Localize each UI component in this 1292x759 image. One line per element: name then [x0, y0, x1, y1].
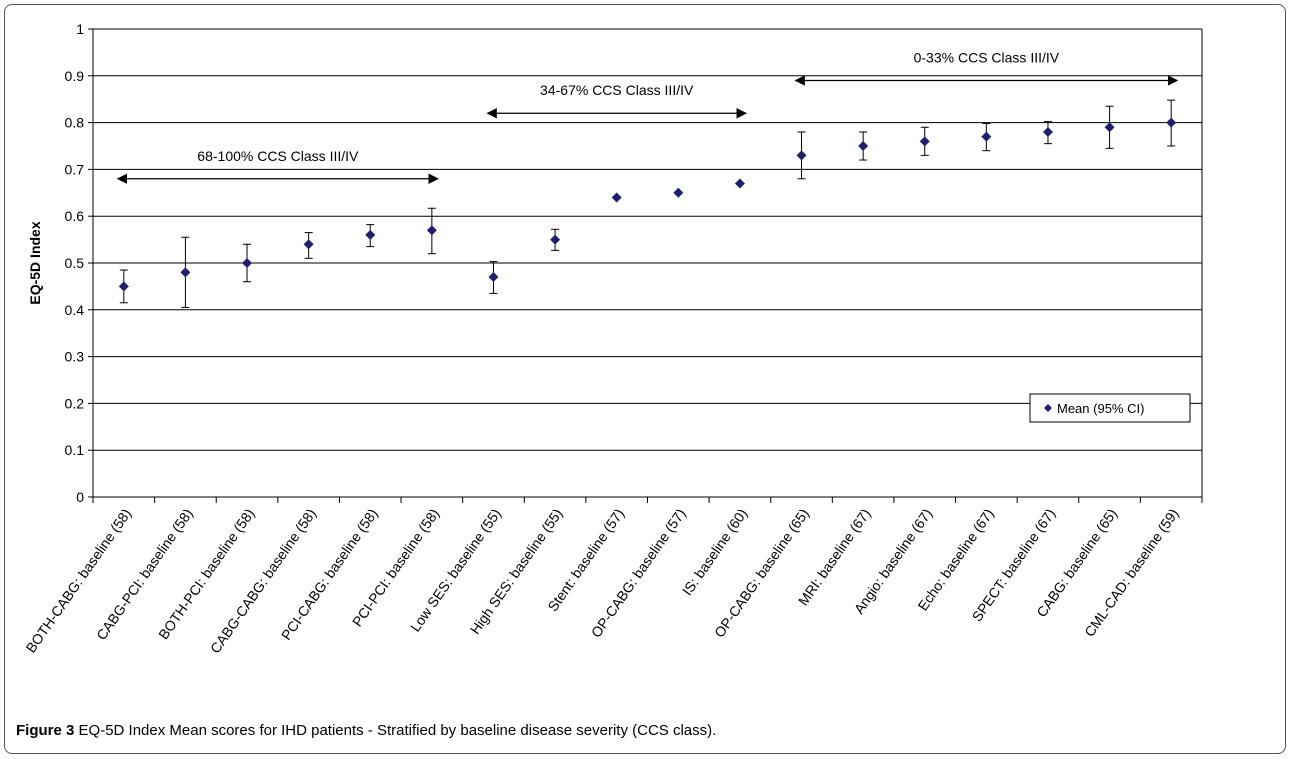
mean-marker	[118, 281, 129, 292]
ccs-range-label: 0-33% CCS Class III/IV	[914, 49, 1060, 65]
ccs-range-label: 34-67% CCS Class III/IV	[540, 82, 694, 98]
mean-marker	[488, 272, 499, 283]
mean-marker	[673, 187, 684, 198]
mean-marker	[858, 141, 869, 151]
mean-marker	[426, 225, 437, 236]
y-tick-label: 0.5	[65, 255, 85, 271]
y-axis-title: EQ-5D Index	[27, 221, 43, 304]
mean-marker	[242, 258, 253, 268]
mean-marker	[919, 136, 930, 147]
y-tick-label: 0.3	[65, 349, 85, 365]
y-tick-label: 0.4	[65, 302, 85, 318]
figure-caption: Figure 3 EQ-5D Index Mean scores for IHD…	[16, 722, 716, 739]
mean-marker	[180, 267, 191, 278]
y-tick-label: 0	[76, 489, 84, 505]
mean-marker	[1166, 117, 1177, 128]
mean-marker	[796, 150, 807, 161]
ccs-range-label: 68-100% CCS Class III/IV	[197, 148, 359, 164]
mean-marker	[365, 229, 376, 240]
x-tick-label: CABG-CABG: baseline (58)	[207, 506, 319, 657]
x-tick-label: BOTH-CABG: baseline (58)	[23, 506, 135, 656]
y-tick-label: 0.8	[65, 115, 85, 131]
legend-label: Mean (95% CI)	[1057, 401, 1144, 416]
y-tick-label: 0.1	[65, 442, 85, 458]
mean-marker	[611, 192, 622, 203]
figure-frame	[4, 4, 1286, 754]
legend-marker	[1044, 404, 1052, 412]
mean-marker	[981, 131, 992, 142]
x-tick-label: IS: baseline (60)	[679, 506, 751, 599]
y-tick-label: 0.6	[65, 208, 85, 224]
mean-marker	[303, 239, 314, 250]
legend-box	[1029, 393, 1191, 423]
y-tick-label: 0.2	[65, 395, 85, 411]
y-tick-label: 0.9	[65, 68, 85, 84]
mean-marker	[734, 178, 745, 189]
y-tick-label: 1	[76, 21, 84, 37]
mean-marker	[550, 234, 561, 245]
mean-marker	[1104, 122, 1115, 133]
figure-label: Figure 3	[16, 722, 75, 739]
y-tick-label: 0.7	[65, 161, 85, 177]
caption-text: EQ-5D Index Mean scores for IHD patients…	[78, 722, 717, 739]
mean-marker	[1042, 126, 1053, 137]
